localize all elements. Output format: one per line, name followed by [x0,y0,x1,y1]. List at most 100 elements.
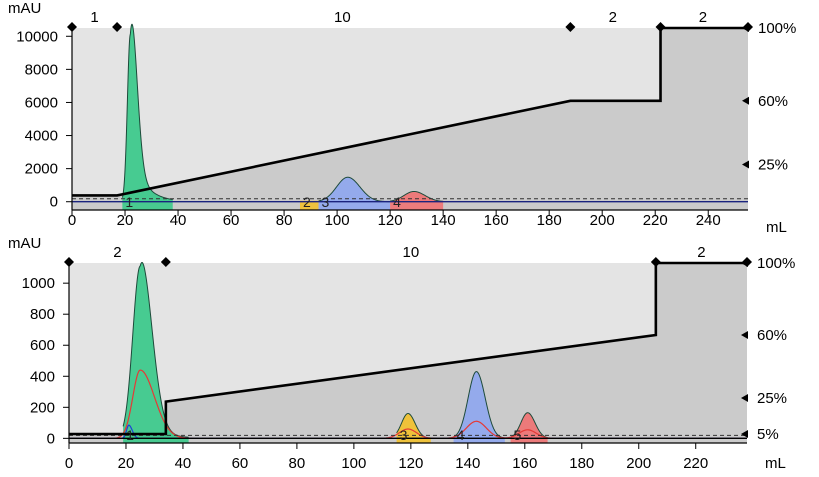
fraction-band [453,437,505,443]
gradient-line [72,26,748,197]
x-tick-label: 20 [118,455,135,472]
fraction-label: 4 [393,194,401,210]
fraction-band [122,200,173,210]
phase-label: 2 [699,9,707,26]
fraction-label: 1 [125,194,133,210]
peak-area [122,24,173,202]
y-tick-label: 800 [30,306,55,323]
peak-outline [318,176,391,203]
fraction-label: 1 [126,427,134,443]
x-tick-label: 120 [398,455,423,472]
y-tick-label: 2000 [25,161,58,178]
x-tick-label: 80 [289,455,306,472]
x-tick-label: 200 [626,455,651,472]
peak-outline [390,190,444,202]
x-tick-label: 180 [569,455,594,472]
y-tick-label: 10000 [16,28,58,45]
phase-marker [650,257,661,267]
phase-marker [64,257,74,267]
fraction-label: 2 [303,194,311,210]
phase-marker [742,257,752,267]
phase-marker [743,22,753,32]
right-axis-marker [741,394,748,402]
fraction-label: 4 [457,427,465,443]
x-axis-unit: mL [765,455,786,472]
phase-label: 2 [113,244,121,261]
y-tick-label: 6000 [25,94,58,111]
x-tick-label: 60 [232,455,249,472]
phase-marker [112,22,123,32]
x-tick-label: 240 [696,212,721,229]
right-axis-label: 60% [758,93,788,110]
right-axis-label: 100% [758,20,796,37]
y-tick-label: 4000 [25,128,58,145]
right-axis-marker [741,331,748,339]
x-tick-label: 80 [276,212,293,229]
phase-label: 2 [697,244,705,261]
peak-area [510,412,548,439]
x-tick-label: 220 [643,212,668,229]
gradient-area [69,263,747,443]
chromatogram-bottom: 1 3 4 5 0 200 400 600 800 1000 0 20 40 60 80 100 120 140 1… [8,235,795,472]
right-axis-label: 60% [757,327,787,344]
peak-area [318,177,391,202]
fraction-label: 3 [400,427,408,443]
phase-label: 10 [403,244,420,261]
right-axis-marker [742,160,749,169]
phase-label: 10 [334,9,351,26]
phase-marker [160,257,171,267]
y-axis-unit: mAU [8,0,41,17]
y-tick-label: 400 [30,368,55,385]
right-axis-label: 5% [757,426,779,443]
x-tick-label: 0 [68,212,76,229]
phase-label: 2 [609,9,617,26]
x-tick-label: 0 [65,455,73,472]
x-tick-label: 40 [170,212,187,229]
x-axis-unit: mL [766,219,787,236]
phase-marker [67,22,77,32]
fraction-label: 5 [514,427,522,443]
x-tick-label: 20 [117,212,134,229]
gradient-line [69,261,747,436]
right-axis-marker [741,430,748,438]
y-tick-label: 8000 [25,61,58,78]
phase-marker [655,22,666,32]
x-tick-label: 160 [484,212,509,229]
x-tick-label: 60 [223,212,240,229]
peak-area [123,262,189,439]
x-tick-label: 100 [341,455,366,472]
y-tick-label: 600 [30,337,55,354]
x-tick-label: 200 [590,212,615,229]
right-axis-label: 25% [757,390,787,407]
fraction-label: 3 [322,194,330,210]
peak-outline [510,412,548,439]
peak-outline [453,371,505,439]
phase-label: 1 [90,9,98,26]
y-tick-label: 200 [30,399,55,416]
x-tick-label: 220 [683,455,708,472]
y-axis-unit: mAU [8,235,41,252]
fraction-band [123,437,189,443]
x-tick-label: 40 [175,455,192,472]
fraction-band [510,437,548,443]
peak-area [396,413,431,439]
x-tick-label: 100 [325,212,350,229]
y-tick-label: 0 [50,194,58,211]
peak-area [453,371,505,439]
x-tick-label: 140 [431,212,456,229]
x-tick-label: 180 [537,212,562,229]
x-tick-label: 120 [378,212,403,229]
phase-marker [565,22,576,32]
peak-outline [121,23,173,201]
fraction-band [318,200,391,210]
y-tick-label: 0 [47,430,55,447]
x-tick-label: 160 [512,455,537,472]
fraction-band [299,200,319,210]
gradient-area [72,28,748,210]
fraction-band [396,437,431,443]
fraction-band [390,200,444,210]
right-axis-label: 25% [758,157,788,174]
right-axis-marker [742,96,749,105]
